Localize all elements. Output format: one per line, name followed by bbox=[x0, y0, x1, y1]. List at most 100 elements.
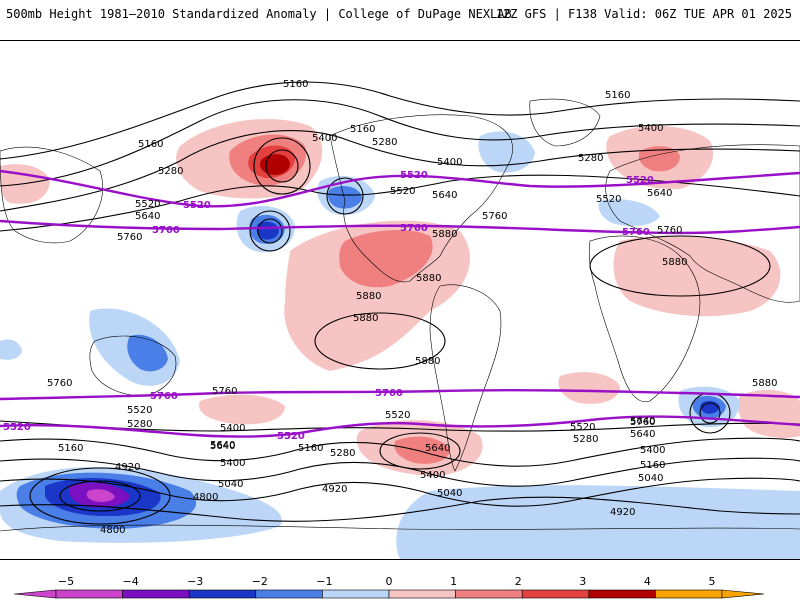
contour-label: 5760 bbox=[47, 378, 72, 389]
anomaly-negative-region bbox=[86, 489, 115, 502]
highlight-contour-5520-north bbox=[0, 169, 800, 208]
colorbar-segment bbox=[255, 589, 323, 599]
coastline-greenland bbox=[529, 98, 601, 147]
contour-label: 4920 bbox=[115, 462, 140, 473]
contour-line bbox=[0, 130, 800, 212]
colorbar-tick-label: −1 bbox=[316, 575, 332, 588]
contour-closed-high bbox=[379, 432, 461, 470]
contour-label: 5760 bbox=[482, 211, 507, 222]
contour-label: 5520 bbox=[135, 199, 160, 210]
contour-closed-low bbox=[257, 218, 283, 244]
contour-label: 5520 bbox=[390, 186, 415, 197]
contour-line bbox=[0, 437, 800, 467]
contour-label: 5880 bbox=[752, 378, 777, 389]
contour-label: 5640 bbox=[425, 443, 450, 454]
contour-closed-low bbox=[326, 177, 364, 215]
contour-label: 5400 bbox=[640, 445, 665, 456]
contour-label: 5040 bbox=[437, 488, 462, 499]
colorbar-ticks: −5 −4 −3 −2 −1 0 1 2 3 4 5 bbox=[58, 575, 716, 588]
contour-label: 5520 bbox=[385, 410, 410, 421]
anomaly-shading bbox=[0, 118, 800, 559]
anomaly-negative-region bbox=[328, 186, 362, 209]
contour-label: 5040 bbox=[218, 479, 243, 490]
contour-label: 5520 bbox=[400, 170, 428, 181]
contour-label: 4800 bbox=[100, 525, 125, 536]
contour-label: 5400 bbox=[220, 458, 245, 469]
contour-closed-low bbox=[249, 210, 291, 252]
colorbar-arrow-left bbox=[13, 589, 57, 599]
anomaly-negative-region bbox=[127, 334, 168, 372]
colorbar-tick-label: −3 bbox=[187, 575, 203, 588]
colorbar: −5 −4 −3 −2 −1 0 1 2 3 4 5 bbox=[0, 560, 800, 600]
contour-label: 5760 bbox=[375, 388, 403, 399]
contour-label: 5640 bbox=[210, 441, 235, 452]
contour-label: 5280 bbox=[573, 434, 598, 445]
colorbar-tick-label: 3 bbox=[579, 575, 586, 588]
contour-label: 5760 bbox=[630, 417, 655, 428]
contour-closed-high bbox=[314, 312, 446, 370]
contour-label: 5160 bbox=[605, 90, 630, 101]
contour-label: 5520 bbox=[183, 200, 211, 211]
colorbar-segment bbox=[122, 589, 190, 599]
colorbar-segment bbox=[655, 589, 723, 599]
contour-label: 5520 bbox=[127, 405, 152, 416]
highlight-contour-5760-north bbox=[0, 219, 800, 235]
colorbar-segment bbox=[588, 589, 656, 599]
colorbar-svg: −5 −4 −3 −2 −1 0 1 2 3 4 5 bbox=[13, 575, 765, 599]
contour-label: 5880 bbox=[415, 356, 440, 367]
coastline-eurasia-west bbox=[0, 146, 103, 244]
colorbar-tick-label: 1 bbox=[450, 575, 457, 588]
colorbar-segments bbox=[13, 589, 765, 599]
anomaly-negative-region bbox=[396, 485, 800, 559]
contour-closed-low bbox=[699, 402, 721, 424]
anomaly-negative-region bbox=[598, 199, 660, 227]
map-panel: 5160 5160 5160 5160 5280 5280 5280 5400 … bbox=[0, 40, 800, 560]
contour-label: 5160 bbox=[283, 79, 308, 90]
anomaly-positive-region bbox=[558, 372, 620, 404]
colorbar-arrow-right bbox=[721, 589, 765, 599]
contour-closed-high bbox=[589, 235, 771, 297]
contour-closed-high bbox=[265, 149, 299, 183]
anomaly-negative-region bbox=[478, 131, 535, 173]
contour-label: 5760 bbox=[150, 391, 178, 402]
contour-label-group: 5160 5160 5160 5160 5280 5280 5280 5400 … bbox=[3, 79, 777, 536]
contour-label: 5880 bbox=[353, 313, 378, 324]
contour-label: 5880 bbox=[416, 273, 441, 284]
contour-closed-low bbox=[59, 480, 141, 512]
contour-closed-high bbox=[253, 137, 311, 195]
contour-label: 5520 bbox=[570, 422, 595, 433]
contour-label: 5760 bbox=[657, 225, 682, 236]
contour-label: 4920 bbox=[610, 507, 635, 518]
contour-label: 5640 bbox=[630, 416, 655, 427]
contour-label: 5640 bbox=[135, 211, 160, 222]
colorbar-tick-label: −5 bbox=[58, 575, 74, 588]
contour-label: 5520 bbox=[3, 422, 31, 433]
contour-label: 5520 bbox=[277, 431, 305, 442]
contour-label: 5760 bbox=[622, 227, 650, 238]
contour-label: 5760 bbox=[117, 232, 142, 243]
contour-label: 5640 bbox=[210, 440, 235, 451]
coastline-eurasia bbox=[605, 144, 800, 303]
contour-label: 5520 bbox=[596, 194, 621, 205]
contour-label: 5280 bbox=[127, 419, 152, 430]
coastline-antarctica bbox=[0, 524, 800, 532]
coastline-south-america bbox=[429, 284, 502, 472]
contour-line bbox=[0, 420, 800, 432]
contour-label: 5640 bbox=[647, 188, 672, 199]
model-run-info: 12Z GFS | F138 Valid: 06Z TUE APR 01 202… bbox=[495, 7, 792, 21]
contour-closed-low bbox=[29, 467, 171, 525]
colorbar-tick-label: 0 bbox=[386, 575, 393, 588]
anomaly-positive-region bbox=[737, 389, 800, 438]
colorbar-segment bbox=[455, 589, 523, 599]
coastline-north-america bbox=[329, 114, 513, 283]
colorbar-tick-label: 2 bbox=[515, 575, 522, 588]
contour-label: 5280 bbox=[158, 166, 183, 177]
anomaly-negative-region bbox=[0, 339, 22, 360]
contour-label: 5280 bbox=[578, 153, 603, 164]
anomaly-map: 5160 5160 5160 5160 5280 5280 5280 5400 … bbox=[0, 79, 800, 559]
anomaly-positive-region bbox=[339, 229, 433, 288]
colorbar-tick-label: −2 bbox=[252, 575, 268, 588]
contour-label: 5160 bbox=[138, 139, 163, 150]
highlight-contour-5520-south bbox=[0, 415, 800, 438]
contour-label: 5880 bbox=[356, 291, 381, 302]
